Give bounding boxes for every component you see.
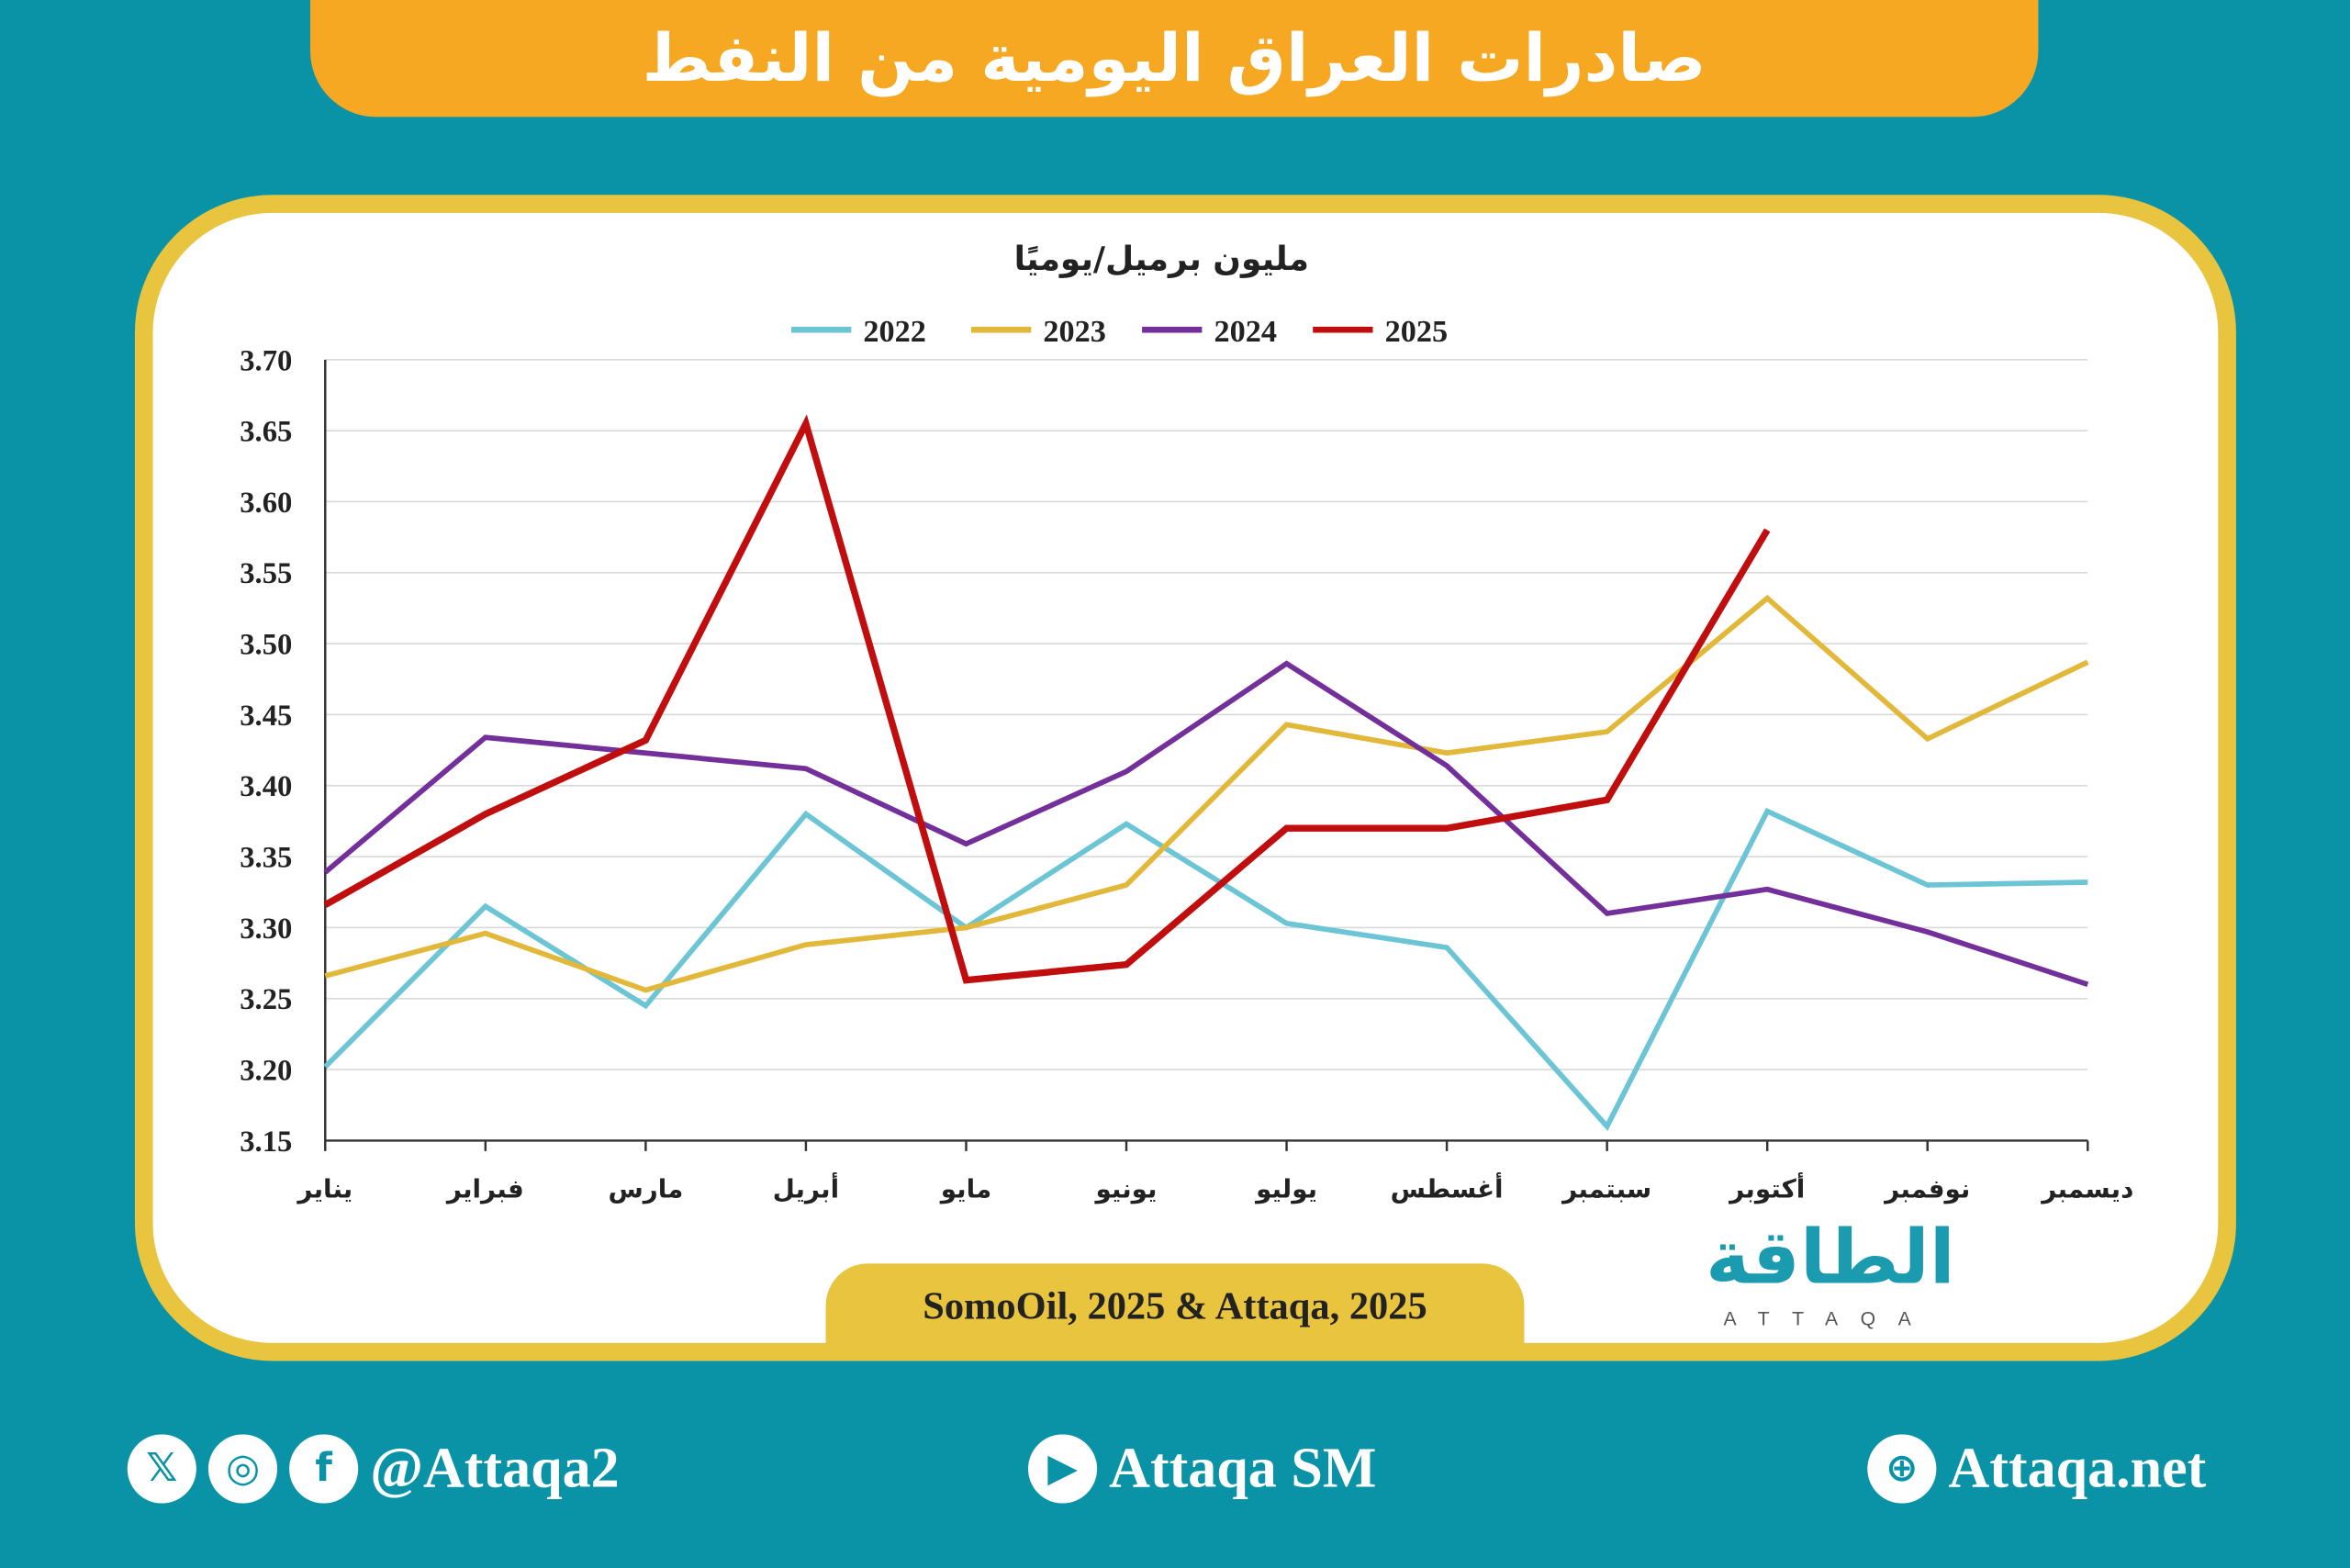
y-tick-label: 3.60 — [240, 487, 292, 520]
series-line-2023 — [325, 599, 2087, 991]
youtube-channel[interactable]: Attaqa SM — [1109, 1436, 1376, 1502]
x-tick-label: سبتمبر — [1561, 1173, 1651, 1204]
x-tick-label: أبريل — [773, 1171, 839, 1204]
x-tick-label: ديسمبر — [2040, 1173, 2133, 1204]
y-tick-label: 3.55 — [240, 557, 292, 590]
attaqa-logo: الطاقة ATTAQA — [1706, 1214, 2065, 1334]
footer-youtube: ▶ Attaqa SM — [1028, 1431, 1376, 1506]
globe-icon[interactable]: ⊕ — [1867, 1434, 1936, 1503]
legend-label-2023: 2023 — [1043, 314, 1106, 349]
y-tick-label: 3.65 — [240, 416, 292, 449]
x-tick-label: مايو — [939, 1173, 991, 1204]
footer-social: 𝕏 ◎ f @Attaqa2 — [128, 1431, 620, 1506]
source-tab: SomoOil, 2025 & Attaqa, 2025 — [826, 1263, 1525, 1353]
y-tick-label: 3.45 — [240, 700, 292, 733]
y-tick-label: 3.30 — [240, 913, 292, 946]
youtube-icon[interactable]: ▶ — [1028, 1434, 1097, 1503]
x-tick-label: يوليو — [1254, 1173, 1317, 1204]
series-line-2024 — [325, 664, 2087, 985]
series-line-2025 — [325, 423, 1767, 980]
x-tick-label: أكتوبر — [1728, 1171, 1805, 1204]
legend-label-2025: 2025 — [1385, 314, 1449, 349]
x-tick-label: نوفمبر — [1883, 1173, 1970, 1204]
x-tick-label: مارس — [608, 1173, 683, 1204]
logo-arabic: الطاقة — [1706, 1214, 1955, 1301]
instagram-icon[interactable]: ◎ — [208, 1434, 277, 1503]
facebook-icon[interactable]: f — [289, 1434, 358, 1503]
x-tick-label: يونيو — [1094, 1173, 1158, 1204]
logo-latin: ATTAQA — [1724, 1307, 1934, 1329]
x-tick-label: أغسطس — [1391, 1171, 1504, 1204]
y-tick-label: 3.70 — [240, 344, 292, 377]
y-axis-label: مليون برميل/يوميًا — [1014, 241, 1309, 278]
y-tick-label: 3.25 — [240, 983, 292, 1016]
y-tick-label: 3.15 — [240, 1126, 292, 1159]
website-link[interactable]: Attaqa.net — [1948, 1436, 2206, 1502]
footer-website: ⊕ Attaqa.net — [1867, 1431, 2206, 1506]
x-icon[interactable]: 𝕏 — [128, 1434, 196, 1503]
y-tick-label: 3.35 — [240, 842, 292, 875]
x-tick-label: يناير — [296, 1173, 352, 1204]
legend-label-2022: 2022 — [863, 314, 926, 349]
y-tick-label: 3.50 — [240, 629, 292, 662]
x-tick-label: فبراير — [445, 1173, 524, 1204]
y-tick-label: 3.20 — [240, 1055, 292, 1088]
social-handle[interactable]: @Attaqa2 — [370, 1436, 619, 1502]
y-tick-label: 3.40 — [240, 770, 292, 803]
legend-label-2024: 2024 — [1214, 314, 1277, 349]
